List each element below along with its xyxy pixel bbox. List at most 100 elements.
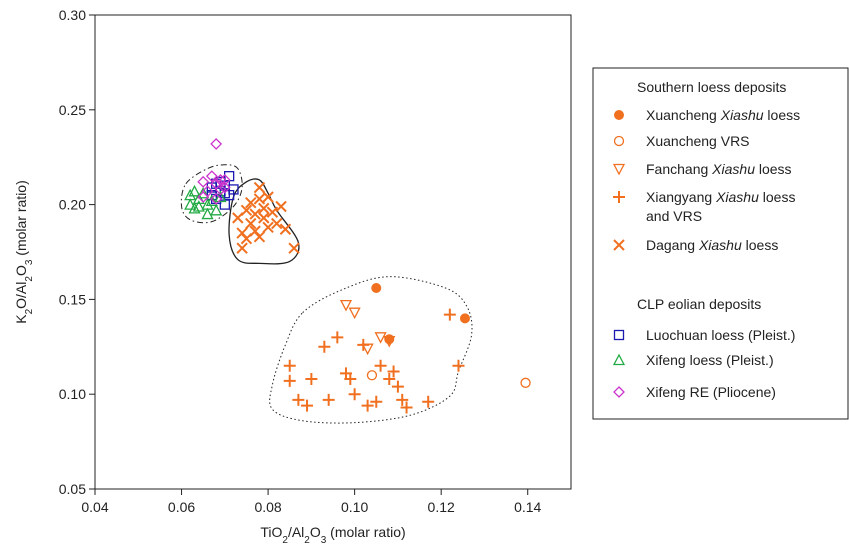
data-point-open-diamond xyxy=(210,138,223,150)
data-point-open-diamond xyxy=(197,175,210,188)
data-point-open-circle xyxy=(520,377,531,388)
legend-label: Xuancheng Xiashu loess xyxy=(646,107,800,123)
data-point-open-triangle-up xyxy=(197,186,210,199)
data-point-plus xyxy=(400,401,413,414)
legend-label: Xifeng RE (Pliocene) xyxy=(646,384,776,400)
group-outline-solid xyxy=(228,178,300,265)
legend: Southern loess deposits CLP eolian deposi… xyxy=(592,67,849,420)
data-point-open-triangle-up xyxy=(188,184,201,197)
data-point-x xyxy=(240,204,253,216)
legend-label: Xiangyang Xiashu loess xyxy=(646,189,795,205)
data-point-open-triangle-up xyxy=(184,198,197,210)
data-point-open-triangle-down xyxy=(348,307,361,320)
legend-marker-open-circle xyxy=(613,135,625,147)
legend-marker-plus xyxy=(613,191,625,203)
data-point-plus xyxy=(348,388,361,401)
legend-label: Dagang Xiashu loess xyxy=(646,237,778,253)
data-point-open-square xyxy=(228,184,239,195)
data-point-open-triangle-down xyxy=(374,332,387,344)
y-tick-label: 0.05 xyxy=(59,481,86,497)
data-point-plus xyxy=(443,308,456,321)
data-point-x xyxy=(258,212,270,224)
data-point-open-triangle-up xyxy=(201,207,214,220)
legend-label: Luochuan loess (Pleist.) xyxy=(646,327,795,343)
data-point-plus xyxy=(357,338,370,351)
plot-area: 0.04 0.06 0.08 0.10 0.12 0.14 0.05 0.10 0.15 0.20… xyxy=(13,7,572,546)
data-point-plus xyxy=(383,373,396,386)
x-tick-label: 0.12 xyxy=(428,499,455,515)
data-point-plus xyxy=(370,395,383,408)
data-point-plus xyxy=(361,399,374,412)
data-point-x xyxy=(253,193,266,205)
legend-marker-open-triangle-up xyxy=(612,353,626,366)
data-point-x xyxy=(236,242,248,254)
legend-marker-filled-circle xyxy=(614,110,624,120)
group-outline-dotted xyxy=(269,276,473,424)
y-axis-label: K2O/Al2O3 (molar ratio) xyxy=(13,180,35,324)
data-point-plus xyxy=(283,374,296,387)
plot-frame xyxy=(94,14,572,490)
data-point-x xyxy=(253,231,266,243)
data-point-plus xyxy=(283,359,296,372)
data-point-plus xyxy=(322,393,335,406)
y-tick-label: 0.10 xyxy=(59,386,86,402)
data-point-x xyxy=(262,221,274,234)
data-point-plus xyxy=(301,399,314,412)
legend-label: Xifeng loess (Pleist.) xyxy=(646,352,774,368)
data-point-open-triangle-up xyxy=(192,192,205,205)
legend-marker-open-square xyxy=(613,329,625,341)
data-point-plus xyxy=(422,395,435,408)
y-tick-label: 0.30 xyxy=(59,7,86,23)
data-point-open-triangle-up xyxy=(214,190,227,203)
data-point-x xyxy=(271,217,283,230)
data-point-x xyxy=(258,202,270,215)
data-point-open-diamond xyxy=(210,192,223,205)
data-point-plus xyxy=(292,393,305,406)
legend-box xyxy=(592,67,849,420)
legend-marker-open-triangle-down xyxy=(612,163,626,176)
data-point-open-triangle-up xyxy=(188,201,201,214)
data-point-filled-circle xyxy=(371,283,382,294)
y-tick-label: 0.20 xyxy=(59,197,86,213)
data-point-plus xyxy=(452,359,465,372)
x-axis-label: TiO2/Al2O3 (molar ratio) xyxy=(260,524,405,546)
y-tick-label: 0.15 xyxy=(59,291,86,307)
data-point-open-triangle-up xyxy=(210,203,223,216)
data-point-x xyxy=(288,242,300,254)
data-point-x xyxy=(249,208,261,220)
data-point-open-diamond xyxy=(218,181,231,194)
data-point-x xyxy=(245,217,257,230)
data-point-x xyxy=(279,223,292,235)
data-point-open-triangle-up xyxy=(192,200,205,212)
data-point-open-triangle-up xyxy=(205,194,218,206)
data-point-open-triangle-down xyxy=(339,299,353,312)
group-outline-dashdot xyxy=(180,164,243,224)
data-point-plus xyxy=(391,380,404,393)
legend-label: Fanchang Xiashu loess xyxy=(646,161,792,177)
data-point-open-triangle-down xyxy=(383,335,396,348)
data-point-plus xyxy=(396,393,409,406)
y-tick-label: 0.25 xyxy=(59,102,86,118)
legend-label: Xuancheng VRS xyxy=(646,133,750,149)
data-point-x xyxy=(266,206,279,218)
data-point-open-diamond xyxy=(205,170,218,183)
data-point-open-circle xyxy=(366,370,378,381)
x-tick-label: 0.06 xyxy=(168,499,195,515)
data-point-open-diamond xyxy=(218,174,231,186)
legend-group-title: Southern loess deposits xyxy=(637,79,786,95)
data-point-x xyxy=(245,196,257,209)
legend-label-line2: and VRS xyxy=(646,208,702,224)
x-tick-label: 0.10 xyxy=(341,499,368,515)
data-point-open-diamond xyxy=(214,183,227,196)
data-point-x xyxy=(262,191,274,203)
data-point-x xyxy=(253,181,266,194)
data-point-plus xyxy=(318,340,331,353)
data-point-plus xyxy=(374,359,387,372)
legend-marker-x xyxy=(613,239,625,251)
x-tick-label: 0.14 xyxy=(514,499,541,515)
x-tick-label: 0.08 xyxy=(254,499,281,515)
data-point-plus xyxy=(344,373,357,386)
data-point-filled-circle xyxy=(459,313,470,324)
data-point-x xyxy=(275,200,287,213)
